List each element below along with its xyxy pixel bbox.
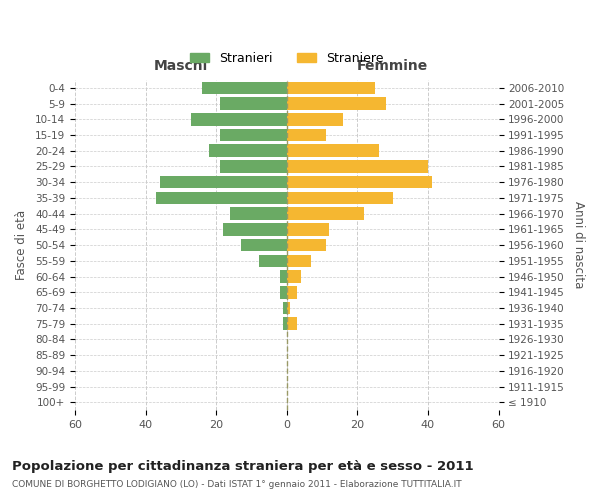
Bar — [280, 286, 287, 298]
Bar — [230, 208, 287, 220]
Bar — [220, 160, 287, 173]
Bar — [283, 302, 287, 314]
Bar — [220, 128, 287, 141]
Bar — [287, 98, 386, 110]
Bar — [209, 144, 287, 157]
Bar — [156, 192, 287, 204]
Bar — [191, 113, 287, 126]
Bar — [241, 239, 287, 252]
Bar — [287, 270, 301, 283]
Text: Popolazione per cittadinanza straniera per età e sesso - 2011: Popolazione per cittadinanza straniera p… — [12, 460, 473, 473]
Bar — [287, 286, 298, 298]
Bar — [287, 254, 311, 267]
Bar — [223, 223, 287, 235]
Bar — [160, 176, 287, 188]
Bar — [259, 254, 287, 267]
Text: Femmine: Femmine — [357, 60, 428, 74]
Bar — [287, 128, 326, 141]
Text: Maschi: Maschi — [154, 60, 208, 74]
Bar — [287, 208, 364, 220]
Bar — [287, 160, 428, 173]
Bar — [287, 223, 329, 235]
Bar — [287, 176, 431, 188]
Bar — [220, 98, 287, 110]
Bar — [287, 82, 375, 94]
Legend: Stranieri, Straniere: Stranieri, Straniere — [185, 46, 389, 70]
Bar — [287, 113, 343, 126]
Bar — [280, 270, 287, 283]
Bar — [283, 318, 287, 330]
Bar — [287, 239, 326, 252]
Y-axis label: Fasce di età: Fasce di età — [15, 210, 28, 280]
Text: COMUNE DI BORGHETTO LODIGIANO (LO) - Dati ISTAT 1° gennaio 2011 - Elaborazione T: COMUNE DI BORGHETTO LODIGIANO (LO) - Dat… — [12, 480, 461, 489]
Bar — [287, 144, 379, 157]
Bar — [287, 318, 298, 330]
Y-axis label: Anni di nascita: Anni di nascita — [572, 202, 585, 289]
Bar — [287, 192, 392, 204]
Bar — [202, 82, 287, 94]
Bar — [287, 302, 290, 314]
